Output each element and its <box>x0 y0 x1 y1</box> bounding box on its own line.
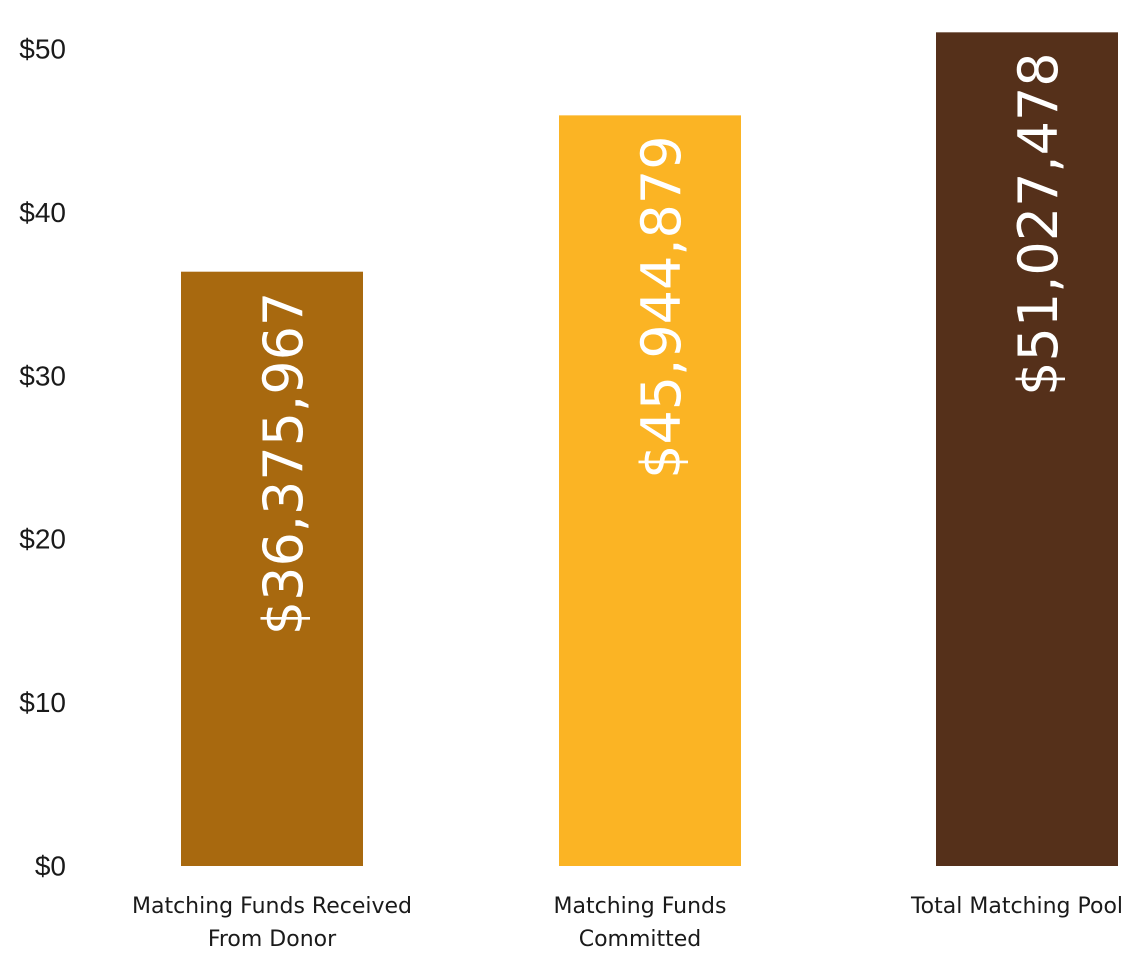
x-tick-label: Matching Funds Committed <box>554 894 727 952</box>
bars: $36,375,967 $45,944,879 $51,027,478 <box>181 32 1118 867</box>
y-axis: $0 $10 $20 $30 $40 $50 <box>19 34 66 882</box>
y-tick-label: $40 <box>19 197 66 228</box>
bar-value-label: $36,375,967 <box>252 292 315 636</box>
y-tick-label: $20 <box>19 524 66 555</box>
y-tick-label: $0 <box>35 851 66 882</box>
x-tick-label: Total Matching Pool <box>910 894 1123 919</box>
x-tick-label-line: Matching Funds Received <box>132 894 412 919</box>
bar-value-label: $51,027,478 <box>1007 52 1070 396</box>
y-tick-label: $30 <box>19 360 66 391</box>
x-tick-label-line: Matching Funds <box>554 894 727 919</box>
bar <box>181 271 363 867</box>
x-tick-label-line: From Donor <box>208 927 337 952</box>
y-tick-label: $50 <box>19 34 66 65</box>
x-tick-label-line: Committed <box>579 927 702 952</box>
y-tick-label: $10 <box>19 687 66 718</box>
x-axis: Matching Funds Received From DonorMatchin… <box>132 894 1123 952</box>
x-tick-label: Matching Funds Received From Donor <box>132 894 412 952</box>
x-tick-label-line: Total Matching Pool <box>910 894 1123 919</box>
bar <box>559 115 741 867</box>
bar <box>936 32 1118 867</box>
bar-value-label: $45,944,879 <box>630 135 693 479</box>
